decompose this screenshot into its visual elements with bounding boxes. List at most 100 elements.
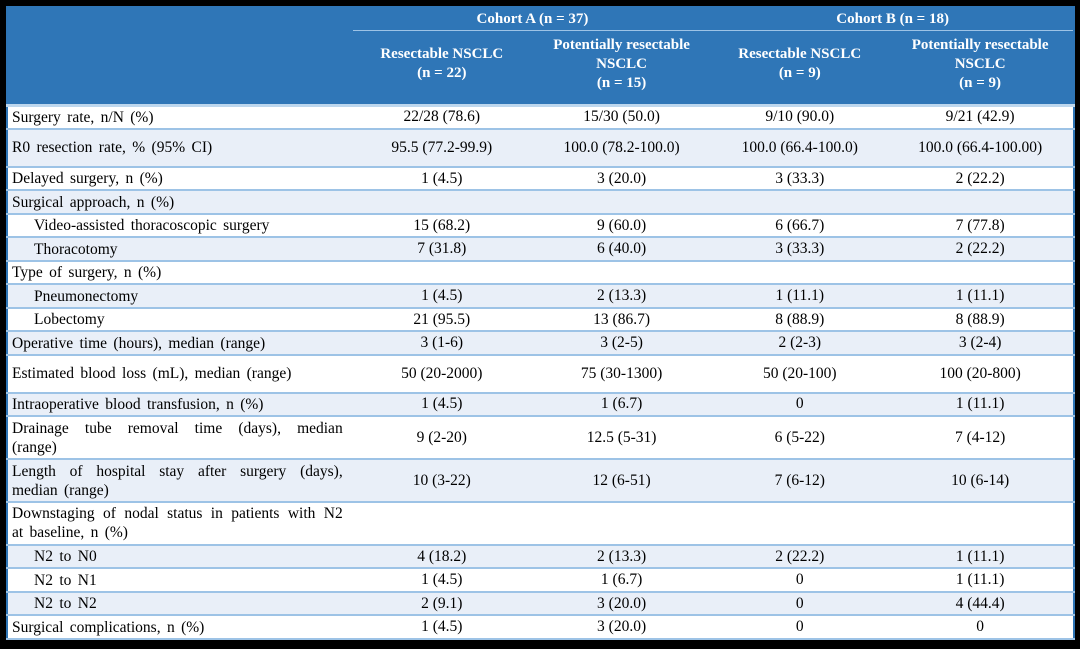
cell-value: 2 (22.2): [887, 166, 1074, 192]
row-label: Surgical complications, n (%): [7, 615, 353, 640]
column-header-resectable-a: Resectable NSCLC (n = 22): [352, 30, 531, 105]
cell-value: 100.0 (78.2-100.0): [530, 129, 713, 168]
cell-value: 22/28 (78.6): [352, 105, 531, 131]
table-row: R0 resection rate, % (95% CI) 95.5 (77.2-…: [7, 129, 1074, 168]
table-row: Video-assisted thoracoscopic surgery 15 (…: [7, 213, 1074, 239]
table-row: Thoracotomy 7 (31.8) 6 (40.0) 3 (33.3) 2 (22…: [7, 237, 1074, 262]
row-label: Length of hospital stay after surgery (d…: [7, 459, 353, 503]
surgical-outcomes-table: Cohort A (n = 37) Cohort B (n = 18) Rese…: [6, 6, 1075, 640]
cell-value: [712, 501, 888, 546]
column-name: Potentially resectable NSCLC: [553, 36, 690, 72]
cell-value: 4 (18.2): [352, 544, 531, 570]
row-label: Surgery rate, n/N (%): [7, 105, 353, 131]
cell-value: [352, 501, 531, 546]
cell-value: 0: [887, 615, 1074, 640]
cell-value: 7 (6-12): [712, 459, 888, 503]
cell-value: 15/30 (50.0): [530, 105, 713, 131]
table-row: Surgery rate, n/N (%) 22/28 (78.6) 15/30 (…: [7, 105, 1074, 131]
cell-value: 75 (30-1300): [530, 354, 713, 394]
column-header-potentially-resectable-b: Potentially resectable NSCLC (n = 9): [887, 30, 1074, 105]
cell-value: 1 (11.1): [712, 284, 888, 309]
cell-value: 9 (2-20): [352, 416, 531, 461]
cell-value: 4 (44.4): [887, 591, 1074, 617]
table-row: N2 to N2 2 (9.1) 3 (20.0) 0 4 (44.4): [7, 591, 1074, 617]
cell-value: 1 (6.7): [530, 392, 713, 418]
cell-value: [530, 190, 713, 215]
cell-value: 3 (33.3): [712, 166, 888, 192]
cell-value: 0: [712, 615, 888, 640]
cell-value: 15 (68.2): [352, 213, 531, 239]
cell-value: 1 (6.7): [530, 568, 713, 593]
cell-value: 2 (22.2): [887, 237, 1074, 262]
row-label: Operative time (hours), median (range): [7, 331, 353, 356]
cell-value: 50 (20-2000): [352, 354, 531, 394]
cell-value: 9/21 (42.9): [887, 105, 1074, 131]
cell-value: 1 (11.1): [887, 284, 1074, 309]
column-n: (n = 15): [596, 74, 647, 91]
cell-value: 0: [712, 591, 888, 617]
table-row: Drainage tube removal time (days), media…: [7, 416, 1074, 461]
cell-value: 12.5 (5-31): [530, 416, 713, 461]
row-label: Lobectomy: [7, 307, 353, 333]
cell-value: 1 (4.5): [352, 615, 531, 640]
table-row: Pneumonectomy 1 (4.5) 2 (13.3) 1 (11.1) 1 (1…: [7, 284, 1074, 309]
cell-value: [887, 501, 1074, 546]
cell-value: 0: [712, 392, 888, 418]
cell-value: 3 (2-4): [887, 331, 1074, 356]
cell-value: 1 (11.1): [887, 544, 1074, 570]
cell-value: 10 (3-22): [352, 459, 531, 503]
section-row: Surgical approach, n (%): [7, 190, 1074, 215]
table-row: Length of hospital stay after surgery (d…: [7, 459, 1074, 503]
cell-value: [712, 260, 888, 286]
column-header-resectable-b: Resectable NSCLC (n = 9): [712, 30, 888, 105]
cell-value: [530, 260, 713, 286]
cell-value: 3 (20.0): [530, 615, 713, 640]
row-label: R0 resection rate, % (95% CI): [7, 129, 353, 168]
cell-value: 3 (1-6): [352, 331, 531, 356]
cell-value: 100 (20-800): [887, 354, 1074, 394]
cell-value: [712, 190, 888, 215]
results-table-frame: Cohort A (n = 37) Cohort B (n = 18) Rese…: [6, 6, 1075, 640]
cell-value: [352, 260, 531, 286]
table-row: N2 to N1 1 (4.5) 1 (6.7) 0 1 (11.1): [7, 568, 1074, 593]
cell-value: 2 (9.1): [352, 591, 531, 617]
row-label: Downstaging of nodal status in patients …: [7, 501, 353, 546]
cell-value: 100.0 (66.4-100.00): [887, 129, 1074, 168]
cell-value: 8 (88.9): [887, 307, 1074, 333]
row-label: N2 to N2: [7, 591, 353, 617]
cell-value: [352, 190, 531, 215]
cell-value: 9/10 (90.0): [712, 105, 888, 131]
row-label: Type of surgery, n (%): [7, 260, 353, 286]
cell-value: 2 (13.3): [530, 544, 713, 570]
cell-value: 21 (95.5): [352, 307, 531, 333]
cell-value: 6 (5-22): [712, 416, 888, 461]
column-header-row: Resectable NSCLC (n = 22) Potentially re…: [7, 30, 1074, 105]
row-label: N2 to N0: [7, 544, 353, 570]
cell-value: [530, 501, 713, 546]
table-row: Estimated blood loss (mL), median (range…: [7, 354, 1074, 394]
section-row: Downstaging of nodal status in patients …: [7, 501, 1074, 546]
cell-value: 3 (33.3): [712, 237, 888, 262]
row-label: Pneumonectomy: [7, 284, 353, 309]
row-label: Thoracotomy: [7, 237, 353, 262]
cell-value: 3 (20.0): [530, 591, 713, 617]
cohort-header-row: Cohort A (n = 37) Cohort B (n = 18): [7, 6, 1074, 105]
cell-value: [887, 190, 1074, 215]
cell-value: 3 (20.0): [530, 166, 713, 192]
cell-value: 0: [712, 568, 888, 593]
cell-value: 6 (40.0): [530, 237, 713, 262]
column-n: (n = 9): [778, 65, 821, 81]
table-body: Surgery rate, n/N (%) 22/28 (78.6) 15/30 (…: [7, 105, 1074, 640]
row-label: Surgical approach, n (%): [7, 190, 353, 215]
cell-value: 13 (86.7): [530, 307, 713, 333]
row-label: Estimated blood loss (mL), median (range…: [7, 354, 353, 394]
table-header: Cohort A (n = 37) Cohort B (n = 18) Rese…: [7, 6, 1074, 105]
cell-value: 3 (2-5): [530, 331, 713, 356]
section-row: Type of surgery, n (%): [7, 260, 1074, 286]
cell-value: 1 (4.5): [352, 392, 531, 418]
column-name: Resectable NSCLC: [738, 46, 862, 62]
cell-value: [887, 260, 1074, 286]
row-label: Intraoperative blood transfusion, n (%): [7, 392, 353, 418]
cell-value: 2 (22.2): [712, 544, 888, 570]
cohort-b-header: Cohort B (n = 18): [712, 6, 1074, 31]
